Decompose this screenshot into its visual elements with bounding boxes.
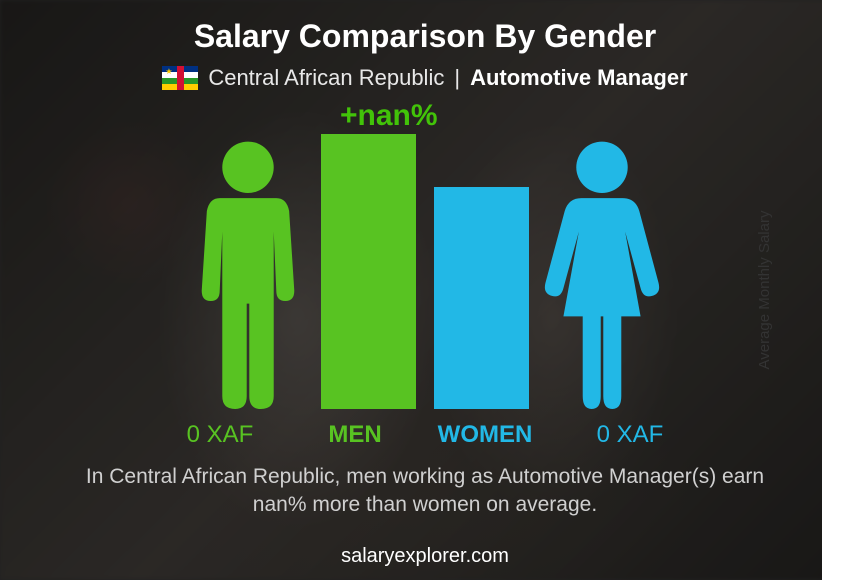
subtitle-row: ★ Central African Republic | Automotive …: [162, 65, 687, 91]
bar-men: [321, 134, 416, 409]
job-title: Automotive Manager: [470, 65, 688, 91]
page-title: Salary Comparison By Gender: [194, 18, 656, 55]
men-value: 0 XAF: [140, 421, 300, 449]
country-name: Central African Republic: [208, 65, 444, 91]
description-text: In Central African Republic, men working…: [65, 463, 785, 520]
women-value: 0 XAF: [550, 421, 710, 449]
footer-link[interactable]: salaryexplorer.com: [341, 545, 509, 568]
bar-women: [434, 187, 529, 409]
men-label: MEN: [300, 421, 410, 449]
separator: |: [454, 65, 460, 91]
woman-icon: [537, 139, 667, 409]
labels-row: 0 XAF MEN WOMEN 0 XAF: [115, 421, 735, 449]
women-label: WOMEN: [420, 421, 550, 449]
content-container: Salary Comparison By Gender ★ Central Af…: [0, 0, 850, 580]
man-icon: [183, 139, 313, 409]
flag-icon: ★: [162, 66, 198, 90]
chart-area: +nan%: [115, 109, 735, 409]
difference-label: +nan%: [340, 99, 438, 133]
